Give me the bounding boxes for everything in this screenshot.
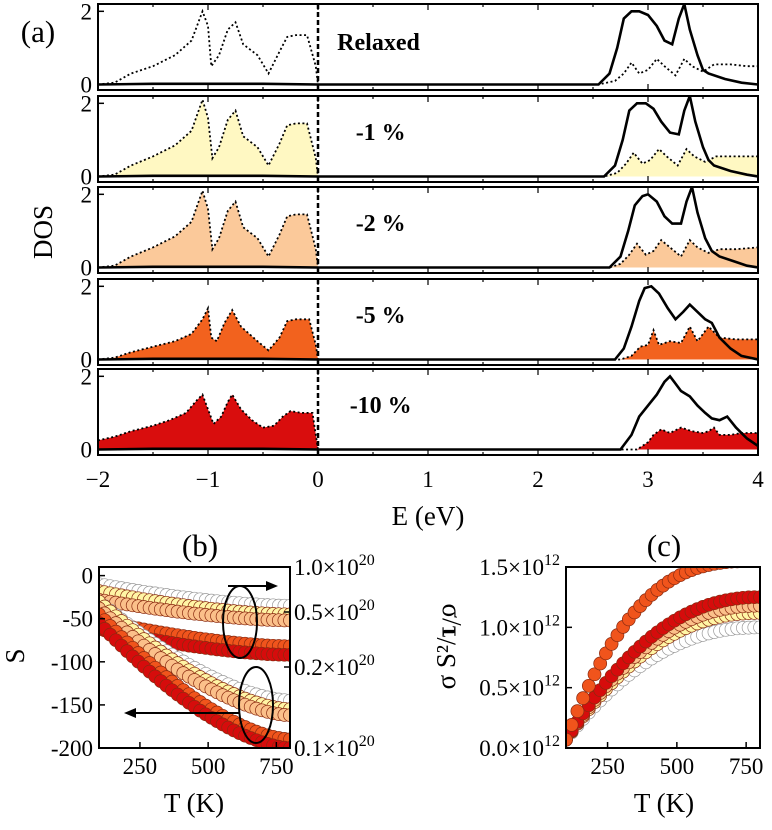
y-tick-label: -150 <box>51 693 93 718</box>
y2-tick-label: 0.2×1020 <box>294 652 375 680</box>
subpanel-1 <box>98 96 758 178</box>
pf-series-point-4 <box>739 567 747 568</box>
pf-series-point-0 <box>753 620 760 635</box>
arrow-left-head <box>124 708 136 718</box>
dos-fill-4 <box>98 394 758 450</box>
sigma-series-point-4 <box>283 648 290 662</box>
pf-series-point-4 <box>733 567 742 569</box>
y-tick-label: 0 <box>81 165 93 190</box>
y2-tick-label: 0.5×1020 <box>294 597 375 625</box>
subpanel-0 <box>98 4 758 86</box>
ellipse-annotation <box>238 666 274 744</box>
plot-frame-b <box>98 566 291 749</box>
x-tick-label: 750 <box>259 754 294 779</box>
dos-fill-0 <box>98 11 758 85</box>
dos-dotted-line-0 <box>98 8 758 86</box>
x-tick-label: 500 <box>660 754 695 779</box>
pf-series-point-4 <box>745 567 752 568</box>
y-tick-label: 0.0×1012 <box>479 733 560 761</box>
pf-series-point-4 <box>750 567 758 568</box>
subpanel-3 <box>98 284 758 361</box>
y-tick-label: 2 <box>81 0 93 24</box>
dos-solid-line-3 <box>98 284 758 361</box>
x-tick-label: 250 <box>590 754 625 779</box>
plot-frame-c <box>565 566 761 749</box>
x-axis-label: E (eV) <box>392 501 465 531</box>
x-axis-label: T (K) <box>164 788 224 818</box>
plot-area-c <box>566 567 760 747</box>
y-axis-label: S <box>0 648 30 663</box>
y-tick-label: -100 <box>51 650 93 675</box>
pf-series-point-4 <box>587 667 602 682</box>
dos-fill-1 <box>98 99 758 177</box>
dos-dotted-line-4 <box>98 392 758 451</box>
y-tick-label: -50 <box>62 607 93 632</box>
x-tick-label: 500 <box>191 754 226 779</box>
x-axis-label: T (K) <box>634 788 694 818</box>
panel-label-c: (c) <box>647 528 681 563</box>
y-tick-label: 0 <box>82 564 94 589</box>
y-tick-label: 1.0×1012 <box>479 612 560 640</box>
pf-series-point-4 <box>576 691 590 705</box>
pf-series-point-4 <box>756 567 760 568</box>
x-tick-label: 2 <box>532 467 544 492</box>
pf-series-point-4 <box>566 718 579 732</box>
plot-area-b <box>99 577 290 748</box>
pf-series-point-4 <box>566 732 573 747</box>
y-tick-label: 2 <box>81 274 93 299</box>
y-tick-label: 0 <box>81 73 93 98</box>
x-tick-label: 1 <box>422 467 434 492</box>
seebeck-series-point-2 <box>283 708 290 723</box>
dos-fill-2 <box>98 190 758 268</box>
pf-series-point-3 <box>753 590 760 605</box>
y2-axis-label: σ/τ <box>437 604 467 637</box>
panel-label-a: (a) <box>21 14 55 49</box>
strain-label: Relaxed <box>337 30 420 56</box>
pf-series-point-4 <box>570 704 585 718</box>
strain-label: -2 % <box>356 211 406 237</box>
y-tick-label: 2 <box>81 91 93 116</box>
dos-solid-line-1 <box>98 96 758 178</box>
y-tick-label: 2 <box>81 182 93 207</box>
pf-series-point-4 <box>581 678 596 693</box>
subpanel-4 <box>98 374 758 451</box>
strain-label: -10 % <box>350 393 412 419</box>
panel-label-b: (b) <box>182 528 218 563</box>
x-tick-label: −2 <box>86 467 110 492</box>
x-tick-label: 4 <box>752 467 764 492</box>
panel-b-seebeck-plot: 0 -50 -100 -150 -200 1.0×1020 0.5×1020 0.2×1020… <box>0 528 467 818</box>
strain-label: -1 % <box>356 120 406 146</box>
subpanel-2 <box>98 187 758 269</box>
x-tick-label: 0 <box>312 467 324 492</box>
y2-tick-label: 1.0×1020 <box>294 552 375 580</box>
y-tick-label: 0 <box>81 256 93 281</box>
dos-solid-line-4 <box>98 374 758 451</box>
y-tick-label: 2 <box>81 364 93 389</box>
y-tick-label: 0 <box>81 348 93 373</box>
strain-label: -5 % <box>356 303 406 329</box>
y-axis-label: σ S²/τ <box>431 626 461 689</box>
dos-dotted-line-3 <box>98 305 758 361</box>
x-tick-label: 250 <box>123 754 158 779</box>
dos-solid-line-2 <box>98 187 758 269</box>
sigma-series-point-2 <box>283 613 290 628</box>
y-tick-label: -200 <box>51 736 93 761</box>
dos-solid-line-0 <box>98 4 758 86</box>
x-tick-label: 750 <box>729 754 764 779</box>
y-tick-label: 1.5×1012 <box>479 552 560 580</box>
arrow-right-head <box>266 581 278 591</box>
x-tick-label: 3 <box>642 467 654 492</box>
y-tick-label: 0 <box>81 438 93 463</box>
seebeck-series-point-4 <box>283 741 290 748</box>
panel-c-power-factor-plot: 0.0×1012 0.5×1012 1.0×1012 1.5×1012 250 500 75… <box>431 528 764 818</box>
y2-tick-label: 0.1×1020 <box>294 733 375 761</box>
y-axis-label: DOS <box>28 205 58 259</box>
y-tick-label: 0.5×1012 <box>479 673 560 701</box>
dos-fill-3 <box>98 308 758 360</box>
x-tick-label: −1 <box>196 467 220 492</box>
